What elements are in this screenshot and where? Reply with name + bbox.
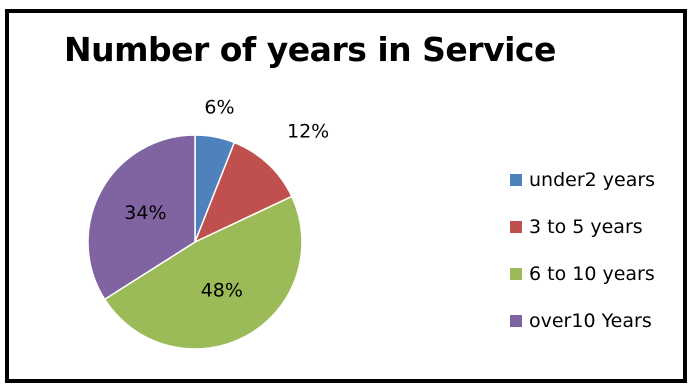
legend-label: 6 to 10 years xyxy=(529,262,655,285)
legend-swatch xyxy=(510,314,522,327)
chart-title: Number of years in Service xyxy=(64,30,556,69)
pie-data-label: 6% xyxy=(204,96,234,118)
legend-item: under2 years xyxy=(510,156,655,203)
legend-item: 3 to 5 years xyxy=(510,203,655,250)
legend-item: over10 Years xyxy=(510,297,655,344)
pie-slice xyxy=(87,134,196,301)
legend-swatch xyxy=(510,173,522,186)
legend-label: under2 years xyxy=(529,168,656,191)
legend-swatch xyxy=(510,220,522,233)
pie-data-label: 48% xyxy=(201,279,243,301)
pie-data-label: 34% xyxy=(124,202,166,224)
pie-slice xyxy=(193,141,293,244)
pie-data-label: 12% xyxy=(287,120,329,142)
pie-slice xyxy=(103,195,303,350)
chart-legend: under2 years 3 to 5 years 6 to 10 years … xyxy=(510,156,655,344)
legend-label: 3 to 5 years xyxy=(529,215,643,238)
legend-swatch xyxy=(510,267,522,280)
legend-label: over10 Years xyxy=(529,309,652,332)
legend-item: 6 to 10 years xyxy=(510,250,655,297)
